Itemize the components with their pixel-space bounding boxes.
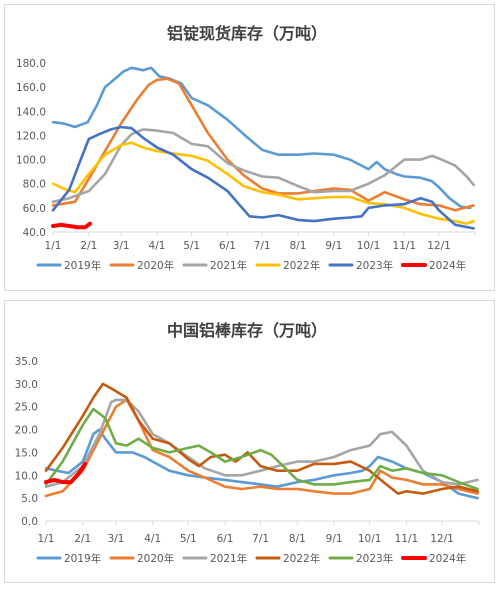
y-tick-label: 80.0 bbox=[23, 179, 46, 191]
y-tick-label: 0.0 bbox=[21, 516, 38, 528]
chart-title: 中国铝棒库存（万吨） bbox=[167, 321, 327, 340]
y-tick-label: 30.0 bbox=[15, 379, 38, 391]
x-tick-label: 5/1 bbox=[180, 533, 197, 545]
x-tick-label: 10/1 bbox=[357, 240, 381, 252]
legend-label: 2022年 bbox=[283, 259, 320, 272]
series-line-2024 bbox=[51, 221, 92, 230]
series-line-2019 bbox=[44, 428, 479, 500]
legend-item: 2022年 bbox=[255, 259, 320, 272]
line-chart: 铝锭现货库存（万吨） 40.0 60.0 80.0 100.0 120.0 140.0 16… bbox=[16, 24, 476, 272]
x-tick-label: 3/1 bbox=[107, 533, 124, 545]
x-tick-label: 11/1 bbox=[395, 533, 419, 545]
legend-label: 2021年 bbox=[210, 259, 247, 272]
legend-label: 2023年 bbox=[356, 259, 393, 272]
legend-item: 2021年 bbox=[182, 259, 247, 272]
legend-item: 2020年 bbox=[109, 259, 174, 272]
y-tick-label: 40.0 bbox=[23, 227, 46, 239]
x-tick-label: 11/1 bbox=[393, 240, 417, 252]
x-tick-label: 10/1 bbox=[358, 533, 382, 545]
x-tick-label: 2/1 bbox=[80, 240, 97, 252]
y-tick-label: 180.0 bbox=[16, 58, 46, 70]
legend-label: 2021年 bbox=[210, 552, 247, 565]
series-line-2019 bbox=[51, 66, 472, 210]
x-tick-label: 12/1 bbox=[427, 240, 451, 252]
legend-item: 2021年 bbox=[182, 552, 247, 565]
line-chart: 中国铝棒库存（万吨） 0.0 5.0 10.0 15.0 20.0 25.0 30.0 35.… bbox=[15, 321, 480, 565]
legend-item: 2024年 bbox=[401, 552, 466, 565]
y-tick-label: 60.0 bbox=[23, 203, 46, 215]
y-tick-label: 140.0 bbox=[16, 106, 46, 118]
series-line-2023 bbox=[51, 125, 476, 230]
x-tick-label: 12/1 bbox=[430, 533, 454, 545]
legend-item: 2019年 bbox=[36, 552, 101, 565]
chart-title: 铝锭现货库存（万吨） bbox=[167, 24, 327, 43]
series-line-2024 bbox=[44, 461, 88, 485]
x-tick-label: 1/1 bbox=[45, 240, 62, 252]
legend-label: 2024年 bbox=[429, 259, 466, 272]
legend-label: 2019年 bbox=[64, 552, 101, 565]
legend-label: 2019年 bbox=[64, 259, 101, 272]
series-line-2021 bbox=[44, 398, 479, 489]
chart-panel-aluminum-ingot-spot-stock: 铝锭现货库存（万吨） 40.0 60.0 80.0 100.0 120.0 140.0 16… bbox=[4, 4, 495, 291]
x-tick-label: 6/1 bbox=[217, 533, 234, 545]
legend-item: 2023年 bbox=[328, 259, 393, 272]
x-tick-label: 7/1 bbox=[254, 240, 271, 252]
legend-label: 2020年 bbox=[137, 552, 174, 565]
x-tick-label: 4/1 bbox=[144, 533, 161, 545]
series-line-2022 bbox=[44, 382, 479, 495]
x-tick-label: 3/1 bbox=[113, 240, 130, 252]
x-tick-label: 8/1 bbox=[290, 240, 307, 252]
x-tick-label: 7/1 bbox=[252, 533, 269, 545]
series-line-2020 bbox=[51, 77, 476, 212]
x-tick-label: 8/1 bbox=[289, 533, 306, 545]
x-tick-label: 6/1 bbox=[219, 240, 236, 252]
series-line-2023 bbox=[44, 407, 479, 491]
y-tick-label: 100.0 bbox=[16, 155, 46, 167]
y-tick-label: 25.0 bbox=[15, 402, 38, 414]
y-tick-label: 35.0 bbox=[15, 356, 38, 368]
chart-panel-aluminum-rod-stock: 中国铝棒库存（万吨） 0.0 5.0 10.0 15.0 20.0 25.0 30.0 35.… bbox=[4, 300, 495, 583]
legend-item: 2022年 bbox=[255, 552, 320, 565]
series-line-2021 bbox=[51, 128, 476, 204]
legend-item: 2024年 bbox=[401, 259, 466, 272]
y-tick-label: 15.0 bbox=[15, 447, 38, 459]
legend-item: 2023年 bbox=[328, 552, 393, 565]
legend-label: 2020年 bbox=[137, 259, 174, 272]
y-tick-label: 5.0 bbox=[21, 493, 38, 505]
y-tick-label: 10.0 bbox=[15, 470, 38, 482]
legend-item: 2019年 bbox=[36, 259, 101, 272]
x-tick-label: 9/1 bbox=[325, 240, 342, 252]
legend-label: 2023年 bbox=[356, 552, 393, 565]
x-tick-label: 2/1 bbox=[74, 533, 91, 545]
y-tick-label: 20.0 bbox=[15, 425, 38, 437]
x-tick-label: 1/1 bbox=[38, 533, 55, 545]
series-line-2020 bbox=[44, 398, 479, 498]
series-line-2022 bbox=[51, 141, 476, 225]
legend-item: 2020年 bbox=[109, 552, 174, 565]
legend-label: 2022年 bbox=[283, 552, 320, 565]
y-tick-label: 160.0 bbox=[16, 82, 46, 94]
x-tick-label: 4/1 bbox=[149, 240, 166, 252]
x-tick-label: 5/1 bbox=[183, 240, 200, 252]
y-tick-label: 120.0 bbox=[16, 130, 46, 142]
legend-label: 2024年 bbox=[429, 552, 466, 565]
x-tick-label: 9/1 bbox=[326, 533, 343, 545]
